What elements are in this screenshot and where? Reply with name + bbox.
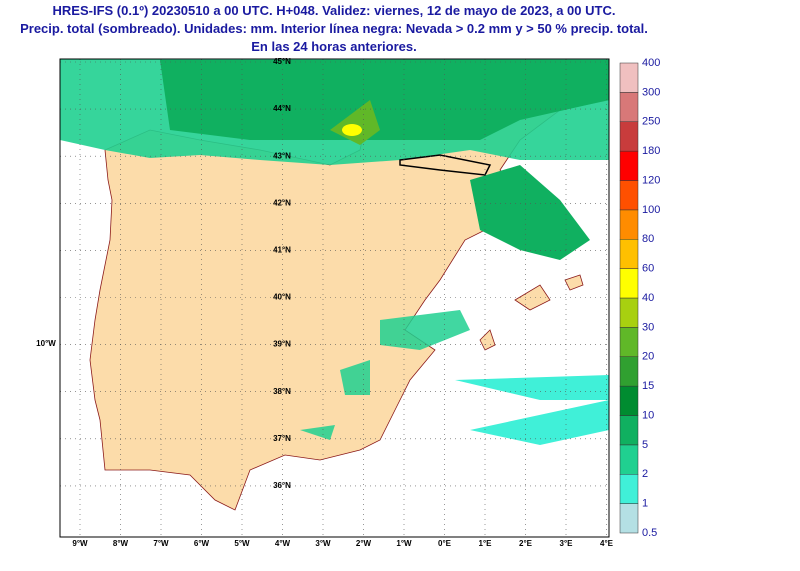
lat-label: 43°N xyxy=(273,151,291,160)
side-label: 10°W xyxy=(36,339,56,348)
lat-label: 41°N xyxy=(273,246,291,255)
map-frame xyxy=(59,58,610,538)
colorbar-box xyxy=(619,150,639,181)
lon-label: 2°E xyxy=(519,539,533,548)
lat-label: 45°N xyxy=(273,57,291,66)
precip-area xyxy=(455,375,609,445)
colorbar-label: 250 xyxy=(642,116,660,128)
colorbar-box xyxy=(619,209,639,240)
colorbar-label: 60 xyxy=(642,263,654,275)
lat-label: 39°N xyxy=(273,340,291,349)
colorbar-label: 40 xyxy=(642,292,654,304)
lon-label: 2°W xyxy=(356,539,372,548)
colorbar-label: 120 xyxy=(642,174,660,186)
lon-label: 1°W xyxy=(396,539,412,548)
precip-area xyxy=(160,60,609,140)
colorbar-box xyxy=(619,474,639,504)
colorbar-label: 400 xyxy=(642,57,660,69)
colorbar-box xyxy=(619,121,639,152)
colorbar-box xyxy=(619,239,639,269)
colorbar-box xyxy=(619,92,639,122)
colorbar-label: 5 xyxy=(642,439,648,451)
colorbar-label: 30 xyxy=(642,321,654,333)
colorbar-box xyxy=(619,385,639,416)
lon-labels: 9°W 8°W 7°W 6°W 5°W 4°W 3°W 2°W 1°W 0°E 1°E 2°E 3°E 4… xyxy=(72,539,613,548)
colorbar-label: 15 xyxy=(642,380,654,392)
lon-label: 8°W xyxy=(113,539,129,548)
colorbar-box xyxy=(619,62,639,93)
colorbar-box xyxy=(619,503,639,534)
lat-label: 37°N xyxy=(273,434,291,443)
map xyxy=(60,59,609,537)
lon-label: 0°E xyxy=(438,539,452,548)
colorbar-label: 80 xyxy=(642,233,654,245)
title-line: Precip. total (sombreado). Unidades: mm.… xyxy=(20,21,648,36)
precip-area xyxy=(342,124,362,136)
lon-label: 4°E xyxy=(600,539,614,548)
colorbar-label: 1 xyxy=(642,498,648,510)
lat-label: 40°N xyxy=(273,293,291,302)
lon-label: 7°W xyxy=(153,539,169,548)
colorbar-label: 2 xyxy=(642,468,648,480)
precip-area xyxy=(330,100,380,145)
colorbar-label: 10 xyxy=(642,409,654,421)
colorbar-label: 20 xyxy=(642,351,654,363)
lat-label: 44°N xyxy=(273,104,291,113)
lat-label: 42°N xyxy=(273,198,291,207)
colorbar-box xyxy=(619,444,639,475)
lon-label: 9°W xyxy=(72,539,88,548)
colorbar-box xyxy=(619,415,639,446)
title-line: HRES-IFS (0.1º) 20230510 a 00 UTC. H+048… xyxy=(53,3,616,18)
colorbar-box xyxy=(619,327,639,357)
colorbar-label: 0.5 xyxy=(642,527,657,539)
colorbar-label: 300 xyxy=(642,86,660,98)
colorbar-label: 180 xyxy=(642,145,660,157)
lon-label: 1°E xyxy=(479,539,493,548)
lon-label: 6°W xyxy=(194,539,210,548)
precip-area xyxy=(300,310,470,440)
colorbar: 0.5 1 2 5 10 15 20 30 40 60 80 100 120 180 250 300 400 xyxy=(619,57,660,539)
colorbar-box xyxy=(619,180,639,211)
lat-label: 36°N xyxy=(273,481,291,490)
title-line: En las 24 horas anteriores. xyxy=(251,39,416,54)
colorbar-box xyxy=(619,356,639,387)
lat-label: 38°N xyxy=(273,387,291,396)
colorbar-box xyxy=(619,297,639,328)
precip-area xyxy=(470,165,590,260)
lat-labels: 45°N 44°N 43°N 42°N 41°N 40°N 39°N 38°N 37°N 36°N xyxy=(273,57,291,490)
lon-label: 5°W xyxy=(234,539,250,548)
colorbar-label: 100 xyxy=(642,204,660,216)
lon-label: 3°W xyxy=(315,539,331,548)
lon-label: 4°W xyxy=(275,539,291,548)
islands xyxy=(479,274,584,351)
lon-label: 3°E xyxy=(560,539,574,548)
colorbar-box xyxy=(619,268,639,299)
